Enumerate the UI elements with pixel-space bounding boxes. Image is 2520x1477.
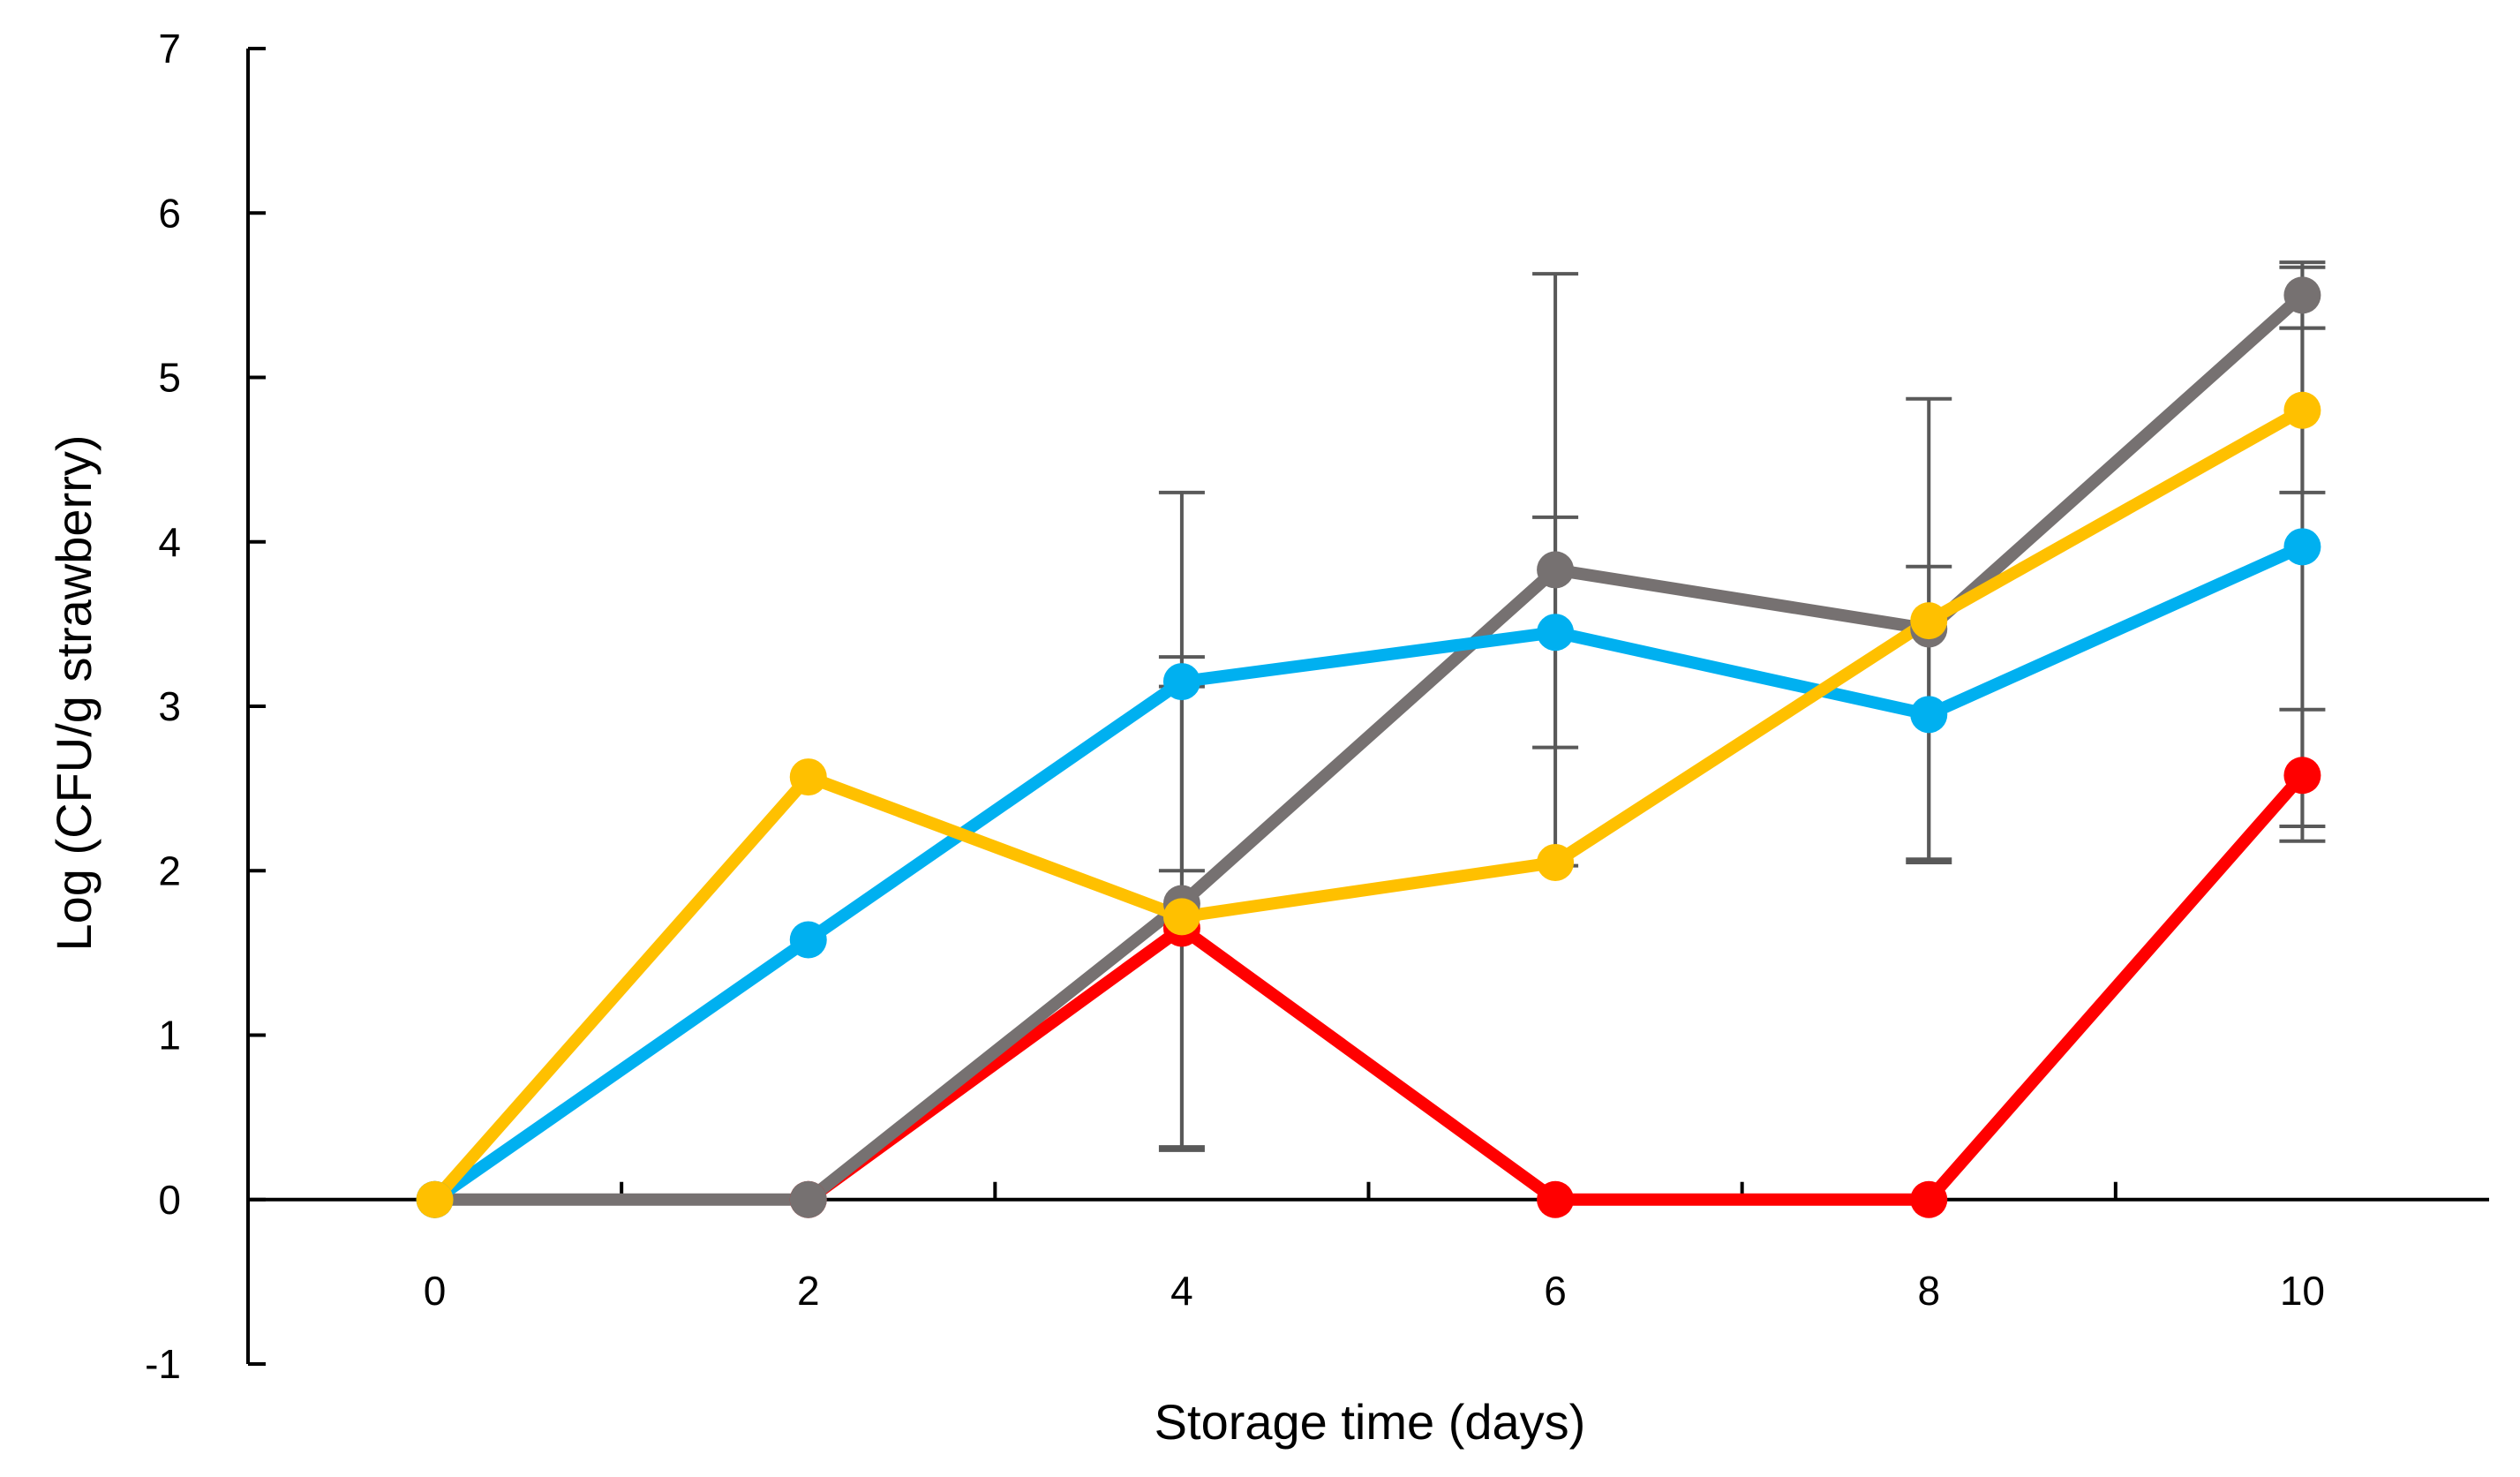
data-point-yellow [416, 1180, 454, 1218]
series-line-blue [428, 540, 2309, 1206]
data-point-blue [789, 921, 827, 959]
data-point-yellow [1910, 602, 1948, 640]
y-tick-label: 3 [158, 683, 181, 729]
data-point-blue [1910, 696, 1948, 734]
error-bars [1158, 260, 2326, 1152]
x-tick-label: 2 [797, 1268, 820, 1314]
data-point-red [1537, 1180, 1575, 1218]
data-point-red [2283, 757, 2321, 795]
chart-axes: -1 0 1 2 3 4 5 6 7 0 2 4 6 8 10 [145, 26, 2489, 1387]
x-tick-label: 10 [2280, 1268, 2325, 1314]
y-tick-label: 4 [158, 519, 181, 565]
series-line-gray [428, 289, 2309, 1206]
data-point-red [1910, 1180, 1948, 1218]
x-tick-label: 0 [424, 1268, 447, 1314]
data-point-yellow [789, 758, 827, 796]
data-point-yellow [2283, 391, 2321, 429]
y-tick-label: 5 [158, 355, 181, 401]
x-tick-label: 4 [1170, 1268, 1193, 1314]
series-line-yellow [428, 403, 2309, 1206]
y-tick-label: 1 [158, 1013, 181, 1059]
y-axis-title: Log (CFU/g strawberry) [46, 434, 102, 951]
y-tick-label: 2 [158, 848, 181, 893]
y-tick-label: -1 [145, 1341, 181, 1387]
data-point-blue [1537, 614, 1575, 652]
data-point-yellow [1162, 898, 1200, 936]
x-axis-title: Storage time (days) [1155, 1394, 1586, 1450]
y-tick-label: 7 [158, 26, 181, 72]
data-point-blue [2283, 528, 2321, 566]
data-point-yellow [1537, 843, 1575, 881]
series-lines [428, 289, 2309, 1206]
data-point-gray [1537, 551, 1575, 589]
y-tick-label: 6 [158, 190, 181, 236]
y-tick-label: 0 [158, 1177, 181, 1223]
x-tick-label: 6 [1544, 1268, 1567, 1314]
data-point-gray [789, 1180, 827, 1218]
x-tick-label: 8 [1917, 1268, 1940, 1314]
series-markers [416, 276, 2321, 1218]
data-point-blue [1162, 663, 1200, 701]
data-point-gray [2283, 276, 2321, 314]
